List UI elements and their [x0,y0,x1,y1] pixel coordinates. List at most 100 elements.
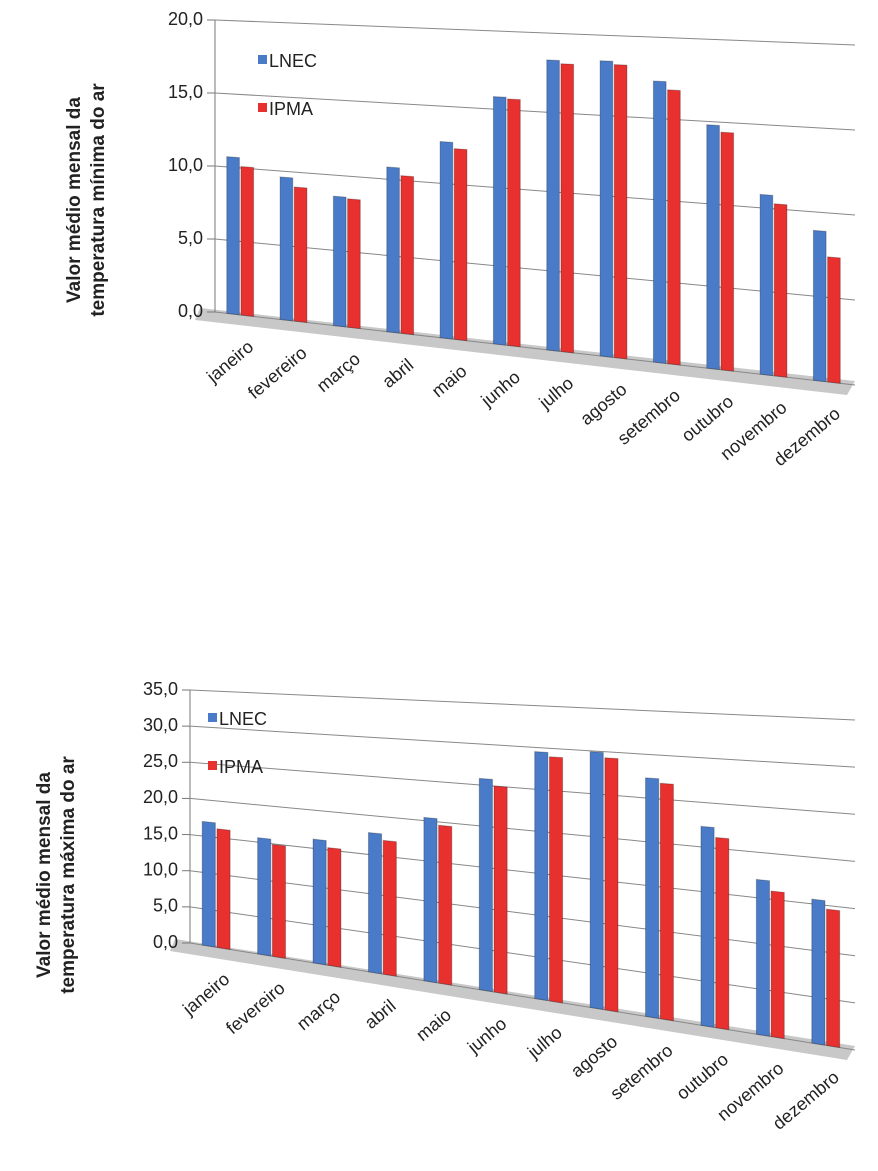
y-tick-label: 20,0 [143,787,178,807]
x-tick-label: julho [535,373,578,413]
bar [759,193,774,377]
bar [507,98,521,348]
bar [548,756,564,1004]
y-axis-title: temperatura máxima do ar [58,756,79,994]
bar [560,63,575,354]
grid-line [189,761,856,815]
legend-label: IPMA [269,99,313,119]
bar [438,824,453,986]
grid-line [189,942,856,1051]
bar [478,777,493,993]
y-tick-label: 35,0 [143,679,178,699]
bar [257,837,272,957]
bar [827,256,841,384]
bar [201,820,216,948]
grid-line [214,165,856,216]
bar [439,140,454,340]
x-tick-label: janeiro [178,969,233,1020]
bar [604,757,619,1013]
bar [613,64,628,360]
x-tick-label: agosto [567,1031,621,1081]
x-tick-label: abril [361,996,400,1033]
y-tick-label: 5,0 [178,228,203,248]
x-tick-label: abril [378,355,417,392]
grid-line [189,834,856,910]
bar [715,836,730,1031]
x-tick-label: março [313,349,364,396]
x-tick-label: maio [428,361,471,401]
bar [386,166,400,334]
y-tick-label: 15,0 [143,823,178,843]
y-tick-label: 20,0 [168,9,203,29]
chart: 0,0 5,0 10,0 15,0 20,0 25,0 30,0 35,0 janeirofev… [34,679,856,1134]
x-tick-label: janeiro [202,336,257,387]
grid-line [189,689,856,721]
x-tick-label: junho [477,367,524,411]
bar [367,831,383,975]
grid-line [214,92,856,131]
grid-line [214,311,856,386]
bar [492,96,507,346]
bar [332,195,347,328]
floor [170,939,855,1060]
legend-label: IPMA [219,757,263,777]
bar [400,175,415,336]
x-tick-label: outubro [672,1049,732,1104]
bar [652,80,667,365]
bar [327,847,342,968]
x-tick-label: maio [412,1005,455,1045]
x-tick-label: julho [523,1022,566,1062]
bar [589,751,604,1011]
legend-swatch [208,761,217,770]
y-tick-label: 0,0 [153,932,178,952]
grid-line [189,906,856,1004]
legend-swatch [258,55,267,64]
y-axis-title: Valor médio mensal da [64,97,85,303]
bar [279,176,294,322]
bar [493,785,508,995]
legend-label: LNEC [219,709,267,729]
bar [755,878,771,1037]
y-axis-title: temperatura mínima do ar [88,83,109,317]
y-tick-label: 30,0 [143,715,178,735]
x-tick-label: março [293,987,344,1034]
bar [216,828,231,951]
y-tick-label: 0,0 [178,301,203,321]
bar [423,816,438,984]
bar [293,186,308,324]
bar [720,131,735,372]
bar [812,229,827,383]
y-tick-label: 5,0 [153,896,178,916]
bar [599,60,614,358]
bar [453,148,468,342]
y-tick-label: 25,0 [143,751,178,771]
bar [706,124,720,371]
bar [659,782,674,1022]
bar [773,203,788,378]
bar [811,898,826,1046]
y-tick-label: 10,0 [143,859,178,879]
bar [312,838,327,966]
bar [645,777,660,1020]
y-tick-label: 10,0 [168,155,203,175]
bar [534,751,549,1002]
bar [546,59,560,352]
grid-line [189,725,856,768]
x-tick-label: agosto [576,379,630,429]
bar [347,198,361,330]
bar [226,156,240,316]
grid-line [189,797,856,862]
x-tick-label: junho [463,1013,510,1057]
grid-line [214,19,856,46]
bar [271,843,287,959]
y-axis-title: Valor médio mensal da [34,772,55,978]
bar [826,908,841,1049]
legend-swatch [208,713,217,722]
legend-swatch [258,103,267,112]
bar [667,89,681,366]
x-tick-label: fevereiro [222,978,289,1038]
grid-line [189,870,856,957]
bar [770,890,785,1040]
